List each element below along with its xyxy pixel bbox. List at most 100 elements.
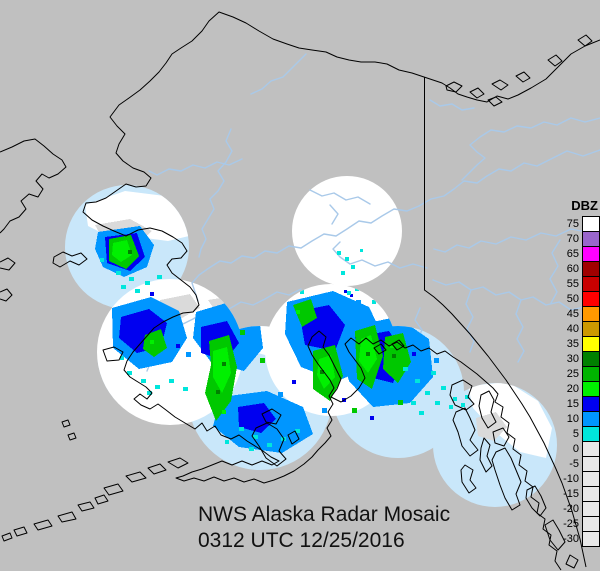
legend-value-label: 40 bbox=[566, 323, 579, 335]
caption-datetime: 0312 UTC 12/25/2016 bbox=[198, 529, 405, 552]
legend-title: DBZ bbox=[571, 198, 598, 213]
legend-entry: 30 bbox=[551, 351, 600, 367]
river bbox=[549, 239, 561, 304]
alaska-mainland-coast bbox=[82, 11, 600, 571]
caption-title: NWS Alaska Radar Mosaic bbox=[198, 503, 451, 526]
legend-color-swatch bbox=[582, 531, 600, 547]
legend-color-swatch bbox=[582, 396, 600, 412]
legend-value-label: 30 bbox=[566, 353, 579, 365]
legend-color-swatch bbox=[582, 486, 600, 502]
river bbox=[148, 158, 243, 176]
legend-entry: 60 bbox=[551, 261, 600, 277]
legend-color-swatch bbox=[582, 306, 600, 322]
echo-20dbz bbox=[112, 240, 394, 414]
admiralty-island bbox=[478, 390, 497, 429]
legend-value-label: 10 bbox=[566, 413, 579, 425]
kodiak-island bbox=[251, 422, 287, 467]
legend-color-swatch bbox=[582, 381, 600, 397]
river bbox=[429, 99, 475, 111]
legend-entry: -30 bbox=[551, 531, 600, 547]
legend-color-swatch bbox=[582, 366, 600, 382]
pribilof-island bbox=[67, 432, 77, 441]
legend-color-swatch bbox=[582, 411, 600, 427]
kuiu-island bbox=[479, 437, 493, 473]
legend-value-label: -25 bbox=[563, 518, 579, 530]
legend-entry: 75 bbox=[551, 216, 600, 232]
chukotka-coast-south bbox=[0, 257, 16, 271]
legend-value-label: 25 bbox=[566, 368, 579, 380]
legend-entry: 0 bbox=[551, 441, 600, 457]
rivers-layer bbox=[146, 53, 600, 372]
river bbox=[309, 189, 371, 205]
legend-value-label: -10 bbox=[563, 473, 579, 485]
aleutian-island bbox=[13, 526, 28, 537]
legend-entry: 10 bbox=[551, 411, 600, 427]
aleutian-island bbox=[77, 501, 95, 512]
mackenzie-delta-islet bbox=[487, 96, 503, 107]
legend-color-swatch bbox=[582, 261, 600, 277]
legend-scale: 75 70 65 60 55 bbox=[551, 216, 600, 547]
legend-entry: 15 bbox=[551, 396, 600, 412]
legend-entry: 65 bbox=[551, 246, 600, 262]
aleutian-island bbox=[33, 519, 53, 531]
legend-entry: 70 bbox=[551, 231, 600, 247]
legend-color-swatch bbox=[582, 276, 600, 292]
aleutian-island bbox=[57, 511, 77, 523]
legend-entry: 35 bbox=[551, 336, 600, 352]
map-caption: NWS Alaska Radar Mosaic 0312 UTC 12/25/2… bbox=[198, 502, 450, 554]
kupreanof-island bbox=[492, 427, 510, 447]
coastline-layer bbox=[0, 11, 600, 571]
legend-entry: 55 bbox=[551, 276, 600, 292]
legend-value-label: -20 bbox=[563, 503, 579, 515]
aleutian-island bbox=[94, 494, 109, 505]
legend-entry: 5 bbox=[551, 426, 600, 442]
legend-entry: 40 bbox=[551, 321, 600, 337]
legend-color-swatch bbox=[582, 471, 600, 487]
legend-entry: -10 bbox=[551, 471, 600, 487]
legend-color-swatch bbox=[582, 426, 600, 442]
us-canada-border bbox=[424, 77, 587, 568]
legend-entry: -20 bbox=[551, 501, 600, 517]
legend-entry: -5 bbox=[551, 456, 600, 472]
arctic-island bbox=[445, 81, 463, 93]
legend-value-label: 20 bbox=[566, 383, 579, 395]
legend-value-label: 45 bbox=[566, 308, 579, 320]
dbz-legend: DBZ 75 70 65 60 bbox=[551, 199, 600, 547]
legend-value-label: 0 bbox=[572, 443, 579, 455]
coverage-overlay bbox=[468, 383, 552, 458]
kodiak-islet bbox=[287, 430, 300, 445]
afognak-island bbox=[261, 408, 282, 425]
chichagof-island bbox=[449, 379, 475, 411]
radar-coverage-circle bbox=[292, 176, 402, 286]
arctic-island bbox=[515, 71, 531, 83]
pws-island bbox=[391, 339, 405, 351]
legend-value-label: 55 bbox=[566, 278, 579, 290]
legend-value-label: -30 bbox=[563, 533, 579, 545]
river bbox=[329, 204, 339, 225]
legend-entry: 20 bbox=[551, 381, 600, 397]
river bbox=[461, 117, 600, 181]
chukotka-coast bbox=[0, 138, 67, 234]
pribilof-island bbox=[61, 419, 71, 428]
legend-entry: 50 bbox=[551, 291, 600, 307]
st-lawrence-island bbox=[52, 251, 88, 268]
legend-color-swatch bbox=[582, 321, 600, 337]
legend-value-label: 5 bbox=[572, 428, 579, 440]
legend-color-swatch bbox=[582, 516, 600, 532]
legend-color-swatch bbox=[582, 456, 600, 472]
aleutian-island bbox=[125, 471, 147, 483]
legend-value-label: 35 bbox=[566, 338, 579, 350]
legend-value-label: 60 bbox=[566, 263, 579, 275]
echo-5dbz bbox=[100, 249, 469, 451]
pws-island bbox=[373, 343, 387, 355]
river bbox=[332, 241, 428, 269]
left-edge-coast bbox=[0, 288, 13, 302]
legend-color-swatch bbox=[582, 216, 600, 232]
legend-color-swatch bbox=[582, 231, 600, 247]
se-island bbox=[544, 519, 566, 551]
river bbox=[515, 299, 525, 363]
echo-30dbz bbox=[128, 250, 396, 394]
aleutian-island bbox=[103, 483, 124, 496]
